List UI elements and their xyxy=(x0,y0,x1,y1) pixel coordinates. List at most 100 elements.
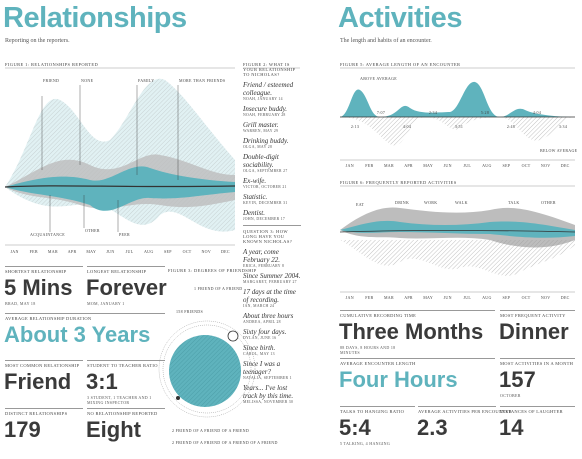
attribution: OLGA, SEPTEMBER 27 xyxy=(243,169,288,173)
attribution: NOAH, JANUARY 14 xyxy=(243,97,283,101)
stat-label: AVERAGE ACTIVITIES PER ENCOUNTER xyxy=(418,409,512,414)
chart-label: PEER xyxy=(119,232,130,237)
attribution: JOHN, DECEMBER 17 xyxy=(243,217,286,221)
question: FIGURE 2: WHAT IS YOUR RELATIONSHIP TO N… xyxy=(243,62,296,77)
chart-label: JUL xyxy=(126,249,134,254)
quote: 17 days at the time of recording. xyxy=(243,288,296,304)
chart-label: MORE THAN FRIENDS xyxy=(179,78,225,83)
stat-label: STUDENT TO TEACHER RATIO xyxy=(87,363,158,368)
chart-label: JUL xyxy=(463,295,471,300)
chart-label: APR xyxy=(404,163,413,168)
attribution: NATALIA, SEPTEMBER 1 xyxy=(243,376,292,380)
chart-label: MAY xyxy=(423,295,433,300)
attribution: ANDREA, APRIL 28 xyxy=(243,320,281,324)
quote: About three hours xyxy=(243,312,294,320)
chart-label: MAR xyxy=(384,295,394,300)
chart-label: 158 FRIENDS xyxy=(176,309,203,314)
figure5-stream xyxy=(340,81,575,146)
chart-label: 2:48 xyxy=(507,124,515,129)
stat-value: Four Hours xyxy=(339,367,458,392)
chart-label: AUG xyxy=(482,163,492,168)
stat-value: Dinner xyxy=(499,319,569,344)
right-title: Activities xyxy=(338,2,462,34)
stat-note: 3 STUDENT, 1 TEACHER AND 1 MIXING INSPEC… xyxy=(87,395,152,405)
chart-label: ACQUAINTANCE xyxy=(30,232,65,237)
chart-label: 2:34 xyxy=(429,110,437,115)
chart-label: JUL xyxy=(463,163,471,168)
chart-label: DEC xyxy=(221,249,230,254)
stat-label: AVERAGE ENCOUNTER LENGTH xyxy=(340,361,416,366)
chart-label: FEB xyxy=(30,249,38,254)
quote: Friend / esteemed colleague. xyxy=(243,81,294,97)
chart-label: 7:07 xyxy=(377,110,385,115)
rule xyxy=(418,406,496,407)
chart-label: MAY xyxy=(423,163,433,168)
chart-label: OCT xyxy=(522,163,531,168)
stat-value: 14 xyxy=(499,415,524,440)
chart-label: SEP xyxy=(503,295,511,300)
chart-label: MAR xyxy=(384,163,394,168)
figure3-circle xyxy=(158,320,256,418)
stat-value: 2.3 xyxy=(417,415,448,440)
chart-label: NONE xyxy=(81,78,94,83)
chart-label: AUG xyxy=(482,295,492,300)
chart-label: JUN xyxy=(444,295,452,300)
quote: Dentist. xyxy=(243,209,265,217)
rule xyxy=(5,408,83,409)
chart-label: ABOVE AVERAGE xyxy=(360,76,397,81)
attribution: NOAH, FEBRUARY 28 xyxy=(243,113,286,117)
attribution: IAN, MARCH 24 xyxy=(243,304,275,308)
attribution: KEVIN, DECEMBER 31 xyxy=(243,201,288,205)
stat-label: CUMULATIVE RECORDING TIME xyxy=(340,313,417,318)
rule xyxy=(87,360,165,361)
fig3-caption: FIGURE 3: DEGREES OF FRIENDSHIP xyxy=(168,268,257,273)
attribution: OLGA, MAY 28 xyxy=(243,145,273,149)
attribution: WARREN, MAY 29 xyxy=(243,129,279,133)
chart-label: NOV xyxy=(201,249,211,254)
chart-label: DRINK xyxy=(395,200,409,205)
chart-label: WORK xyxy=(424,200,437,205)
chart-label: MAY xyxy=(86,249,96,254)
attribution: DYLAN, JUNE 16 xyxy=(243,336,277,340)
chart-label: 3:51 xyxy=(455,124,463,129)
chart-label: 4:04 xyxy=(533,110,541,115)
quote: A year, come February 22. xyxy=(243,248,280,264)
quote: Drinking buddy. xyxy=(243,137,289,145)
chart-label: 4:04 xyxy=(403,124,411,129)
chart-label: 5:28 xyxy=(481,110,489,115)
chart-label: MAR xyxy=(48,249,58,254)
rule xyxy=(340,406,415,407)
quote: Since I was a teenager? xyxy=(243,360,281,376)
rule xyxy=(5,266,83,267)
chart-label: FAMILY xyxy=(138,78,154,83)
stat-value: 5 Mins xyxy=(4,275,73,300)
quote: Ex-wife. xyxy=(243,177,267,185)
rule xyxy=(500,406,575,407)
stat-label: MOST FREQUENT ACTIVITY xyxy=(500,313,566,318)
chart-label: JAN xyxy=(346,163,354,168)
rules xyxy=(5,67,575,293)
quote: Statistic. xyxy=(243,193,268,201)
chart-label: SEP xyxy=(164,249,172,254)
chart-label: DEC xyxy=(561,295,570,300)
rule xyxy=(340,358,495,359)
chart-label: JUN xyxy=(106,249,114,254)
stat-label: MOST COMMON RELATIONSHIP xyxy=(5,363,80,368)
stat-label: SHORTEST RELATIONSHIP xyxy=(5,269,67,274)
chart-label: 2 FRIEND OF A FRIEND OF A FRIEND xyxy=(172,428,249,433)
chart-label: AUG xyxy=(144,249,154,254)
stat-label: LONGEST RELATIONSHIP xyxy=(87,269,147,274)
fig1-caption: FIGURE 1: RELATIONSHIPS REPORTED xyxy=(5,62,99,67)
rule xyxy=(340,310,495,311)
attribution: MARGARET, FEBRUARY 27 xyxy=(243,280,297,284)
chart-label: 2 FRIEND OF A FRIEND OF A FRIEND OF A FR… xyxy=(172,440,278,445)
rule xyxy=(500,358,575,359)
stat-note: MOM, JANUARY 1 xyxy=(87,301,125,306)
chart-label: 2:13 xyxy=(351,124,359,129)
chart-label: EAT xyxy=(356,202,364,207)
chart-label: DEC xyxy=(561,163,570,168)
figure1-stream xyxy=(4,78,236,232)
answers-column: FIGURE 2: WHAT IS YOUR RELATIONSHIP TO N… xyxy=(243,62,301,408)
